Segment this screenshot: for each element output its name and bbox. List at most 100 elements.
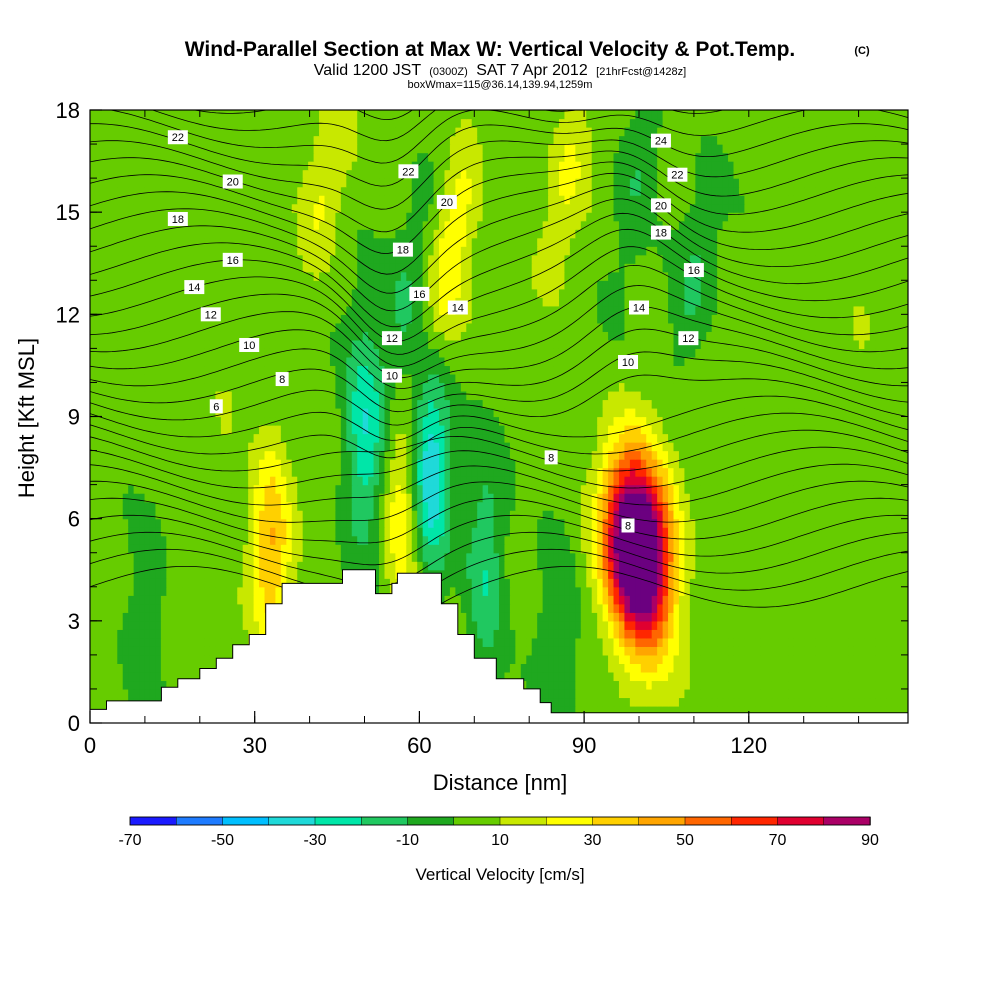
velocity-cell bbox=[668, 595, 675, 605]
velocity-cell bbox=[684, 654, 691, 664]
velocity-cell bbox=[722, 484, 729, 494]
velocity-cell bbox=[504, 501, 511, 511]
velocity-cell bbox=[618, 544, 626, 554]
velocity-cell bbox=[613, 569, 620, 579]
velocity-cell bbox=[100, 467, 107, 477]
velocity-cell bbox=[248, 459, 255, 469]
velocity-cell bbox=[646, 595, 653, 605]
velocity-cell bbox=[302, 561, 309, 571]
velocity-cell bbox=[651, 459, 658, 469]
velocity-cell bbox=[542, 586, 549, 596]
velocity-cell bbox=[433, 535, 440, 545]
velocity-cell bbox=[858, 620, 865, 630]
velocity-cell bbox=[760, 637, 767, 647]
velocity-cell bbox=[188, 544, 195, 554]
velocity-cell bbox=[646, 697, 653, 707]
velocity-cell bbox=[668, 535, 675, 545]
velocity-cell bbox=[618, 646, 626, 656]
velocity-cell bbox=[531, 578, 538, 588]
velocity-cell bbox=[379, 586, 386, 596]
velocity-cell bbox=[449, 561, 456, 571]
velocity-cell bbox=[144, 654, 151, 664]
velocity-cell bbox=[433, 476, 440, 486]
velocity-cell bbox=[793, 535, 800, 545]
velocity-cell bbox=[515, 467, 522, 477]
velocity-cell bbox=[368, 518, 375, 528]
velocity-cell bbox=[564, 688, 571, 699]
velocity-cell bbox=[673, 544, 680, 554]
velocity-cell bbox=[373, 578, 380, 588]
velocity-cell bbox=[90, 697, 97, 707]
velocity-cell bbox=[662, 586, 669, 596]
velocity-cell bbox=[891, 603, 898, 613]
velocity-cell bbox=[422, 459, 429, 469]
velocity-cell bbox=[231, 603, 238, 613]
velocity-cell bbox=[95, 450, 102, 460]
velocity-cell bbox=[777, 467, 784, 477]
velocity-cell bbox=[618, 552, 626, 562]
velocity-cell bbox=[782, 493, 789, 503]
velocity-cell bbox=[837, 561, 844, 571]
velocity-cell bbox=[515, 646, 522, 656]
velocity-cell bbox=[760, 518, 767, 528]
velocity-cell bbox=[242, 527, 249, 537]
velocity-cell bbox=[362, 518, 369, 528]
velocity-cell bbox=[689, 578, 696, 588]
velocity-cell bbox=[897, 518, 904, 528]
velocity-cell bbox=[815, 680, 822, 690]
velocity-cell bbox=[858, 510, 865, 520]
velocity-cell bbox=[439, 527, 446, 537]
velocity-cell bbox=[139, 518, 146, 528]
velocity-cell bbox=[379, 442, 386, 452]
velocity-cell bbox=[602, 595, 609, 605]
velocity-cell bbox=[482, 484, 489, 494]
velocity-cell bbox=[804, 493, 811, 503]
velocity-cell bbox=[591, 688, 598, 699]
velocity-cell bbox=[684, 501, 691, 511]
velocity-cell bbox=[755, 467, 762, 477]
velocity-cell bbox=[711, 561, 718, 571]
velocity-cell bbox=[733, 510, 740, 520]
velocity-cell bbox=[199, 603, 206, 613]
velocity-cell bbox=[509, 493, 516, 503]
velocity-cell bbox=[302, 501, 309, 511]
velocity-cell bbox=[231, 493, 238, 503]
velocity-cell bbox=[346, 476, 353, 486]
velocity-cell bbox=[444, 467, 451, 477]
velocity-cell bbox=[460, 518, 467, 528]
velocity-cell bbox=[558, 484, 566, 494]
velocity-cell bbox=[226, 578, 233, 588]
velocity-cell bbox=[139, 450, 146, 460]
velocity-cell bbox=[155, 561, 162, 571]
velocity-cell bbox=[548, 484, 555, 494]
velocity-cell bbox=[831, 612, 838, 622]
velocity-cell bbox=[433, 501, 440, 511]
velocity-cell bbox=[777, 578, 784, 588]
velocity-cell bbox=[117, 450, 124, 460]
velocity-cell bbox=[188, 663, 195, 673]
velocity-cell bbox=[553, 586, 560, 596]
velocity-cell bbox=[117, 637, 124, 647]
velocity-cell bbox=[777, 603, 784, 613]
velocity-cell bbox=[90, 671, 97, 682]
velocity-cell bbox=[100, 671, 107, 682]
velocity-cell bbox=[188, 569, 195, 579]
velocity-cell bbox=[144, 433, 151, 443]
velocity-cell bbox=[248, 612, 255, 622]
velocity-cell bbox=[509, 595, 516, 605]
velocity-cell bbox=[548, 552, 555, 562]
velocity-cell bbox=[586, 612, 593, 622]
velocity-cell bbox=[553, 688, 560, 699]
velocity-cell bbox=[738, 629, 745, 639]
velocity-cell bbox=[166, 493, 173, 503]
velocity-cell bbox=[455, 603, 462, 613]
velocity-cell bbox=[815, 518, 822, 528]
velocity-cell bbox=[902, 705, 908, 716]
velocity-cell bbox=[678, 518, 686, 528]
velocity-cell bbox=[160, 620, 167, 630]
velocity-cell bbox=[455, 552, 462, 562]
velocity-cell bbox=[488, 595, 495, 605]
velocity-cell bbox=[651, 552, 658, 562]
velocity-cell bbox=[488, 501, 495, 511]
velocity-cell bbox=[880, 705, 887, 716]
